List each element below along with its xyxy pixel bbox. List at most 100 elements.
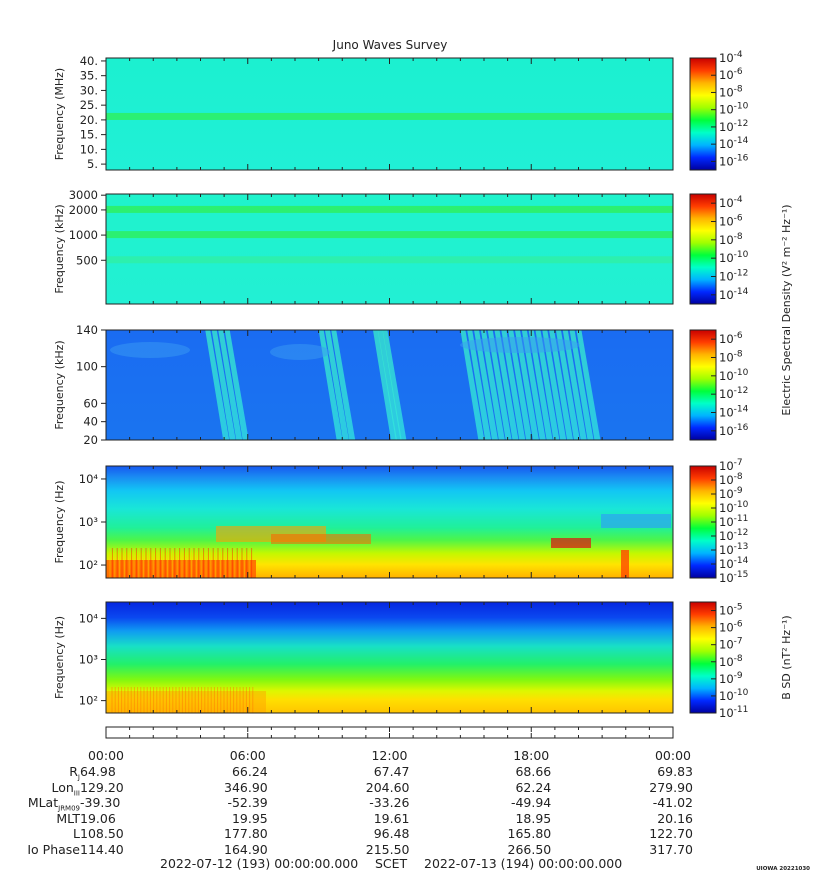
ephemeris-value: 19.06 [80,810,116,826]
radio-burst-streak [318,330,343,440]
colorbar-tick-label: 10-12 [719,269,748,284]
credit-text: UIOWA 20221030 [756,866,810,872]
radio-burst-streak [514,330,539,440]
colorbar-tick-label: 10-6 [719,214,743,229]
radio-burst-streak [377,330,402,440]
ephemeris-value: 68.66 [515,764,552,779]
y-axis-label: Frequency (Hz) [53,481,66,564]
ephemeris-value: 66.24 [231,764,268,779]
colorbar-tick-label: 10-7 [719,458,743,473]
y-tick-label: 10³ [79,515,99,529]
ephemeris-value: -41.02 [652,795,693,811]
ephemeris-label: L [73,826,80,842]
ephemeris-label: RJ [69,764,80,782]
ephemeris-value: 266.50 [507,842,552,857]
ephemeris-value: 114.40 [80,842,124,857]
colorbar-tick-label: 10-11 [719,705,748,720]
radio-burst-streak [324,330,349,440]
radio-burst-streak [569,330,594,440]
emission-band [106,231,673,239]
footer-end-time: 2022-07-13 (194) 00:00:00.000 [424,856,623,871]
colorbar: 10-4 10-6 10-8 10-10 10-12 10-14 10-16 [689,50,749,171]
ephemeris-value: 279.90 [649,779,693,795]
ephemeris-value: 20.16 [657,810,693,826]
ephemeris-value: 96.48 [373,826,410,842]
radio-burst-streak [480,330,505,440]
radio-burst-streak [205,330,230,440]
ephemeris-row: MLT 19.06 19.95 19.61 18.95 20.16 [0,811,815,827]
colorbar-tick-label: 10-16 [719,423,749,438]
spectrogram-panel-3: 140 100 60 40 20 Frequency (kHz) 10-6 10-8 10-10… [53,323,749,447]
colorbar-tick-label: 10-10 [719,688,749,703]
time-axis: 00:00 06:00 12:00 18:00 00:00 [88,726,691,763]
y-tick-label: 2000 [69,203,98,217]
y-tick-label: 10² [79,558,98,572]
radio-burst-streak [372,330,397,440]
colorbar-tick-label: 10-10 [719,102,749,117]
y-tick-label: 10³ [79,652,99,666]
colorbar-tick-label: 10-14 [719,287,749,302]
colorbar-tick-label: 10-10 [719,368,749,383]
y-tick-label: 100 [76,360,98,374]
colorbar-tick-label: 10-10 [719,250,749,265]
y-tick-label: 40. [80,54,98,68]
colorbar-tick-label: 10-5 [719,603,743,618]
radio-burst-streak [521,330,546,440]
colorbar-tick-label: 10-8 [719,654,743,669]
spectrogram-panel-1: 40.35.30.25.20.15.10.5. Frequency (MHz) 10… [53,50,749,171]
ephemeris-value: 346.90 [224,779,268,795]
y-axis-label: Frequency (kHz) [53,204,66,293]
radio-burst-streak [474,330,499,440]
ephemeris-value: 215.50 [365,842,410,857]
ephemeris-value: 67.47 [373,764,410,779]
colorbar-tick-label: 10-11 [719,514,748,529]
ephemeris-value: 129.20 [80,779,124,795]
spectrogram-background [106,602,673,713]
y-axis-label: Frequency (MHz) [53,68,66,160]
ephemeris-row: Io Phase 114.40 164.90 215.50 266.50 317.70 [0,842,815,858]
ephemeris-value: 165.80 [507,826,552,842]
y-tick-label: 10⁴ [79,611,99,625]
chart-title: Juno Waves Survey [332,38,448,52]
radio-burst-streak [211,330,236,440]
y-tick-label: 40 [83,415,98,429]
colorbar: 10-4 10-6 10-8 10-10 10-12 10-14 Electric Spec… [689,193,793,416]
colorbar-tick-label: 10-9 [719,486,743,501]
footer-scet-label: SCET [375,856,408,871]
emission-band [106,112,673,120]
intense-emission [271,534,371,544]
intense-emission [551,538,591,548]
noise-patch [601,514,671,528]
colorbar: 10-710-810-910-1010-1110-1210-1310-1410-… [689,458,749,585]
footer-start-time: 2022-07-12 (193) 00:00:00.000 [160,856,359,871]
radio-burst-streak [535,330,560,440]
intense-emission [621,550,629,578]
ephemeris-value: 18.95 [515,810,552,826]
y-axis-label: Frequency (kHz) [53,340,66,429]
y-tick-label: 10⁴ [79,472,99,486]
radio-burst-streak [576,330,601,440]
y-tick-label: 10. [80,142,98,156]
radio-burst-streak [467,330,492,440]
colorbar-tick-label: 10-12 [719,528,748,543]
colorbar-tick-label: 10-14 [719,405,749,420]
ephemeris-value: -52.39 [227,795,268,811]
colorbar: 10-5 10-6 10-7 10-8 10-9 10-10 10-11 B SD (nT² … [689,601,793,720]
intense-emission [106,560,256,578]
radio-burst-streak [528,330,553,440]
colorbar-label: B SD (nT² Hz⁻¹) [780,615,793,699]
colorbar-tick-label: 10-8 [719,472,743,487]
ephemeris-value: -33.26 [369,795,410,811]
colorbar-tick-label: 10-4 [719,50,743,65]
y-tick-label: 5. [87,157,98,171]
ephemeris-value: -39.30 [80,795,121,811]
spectrogram-background [106,466,673,578]
x-tick-label: 18:00 [513,748,549,763]
intense-emission [106,691,266,713]
colorbar-tick-label: 10-13 [719,542,748,557]
ephemeris-row: MLatJRM09 -39.30 -52.39 -33.26 -49.94 -41.02 [0,795,815,813]
spectrogram-panel-4: 10⁴ 10³ 10² Frequency (Hz) 10-710-810-910-10… [53,458,749,585]
ephemeris-value: 177.80 [224,826,268,842]
